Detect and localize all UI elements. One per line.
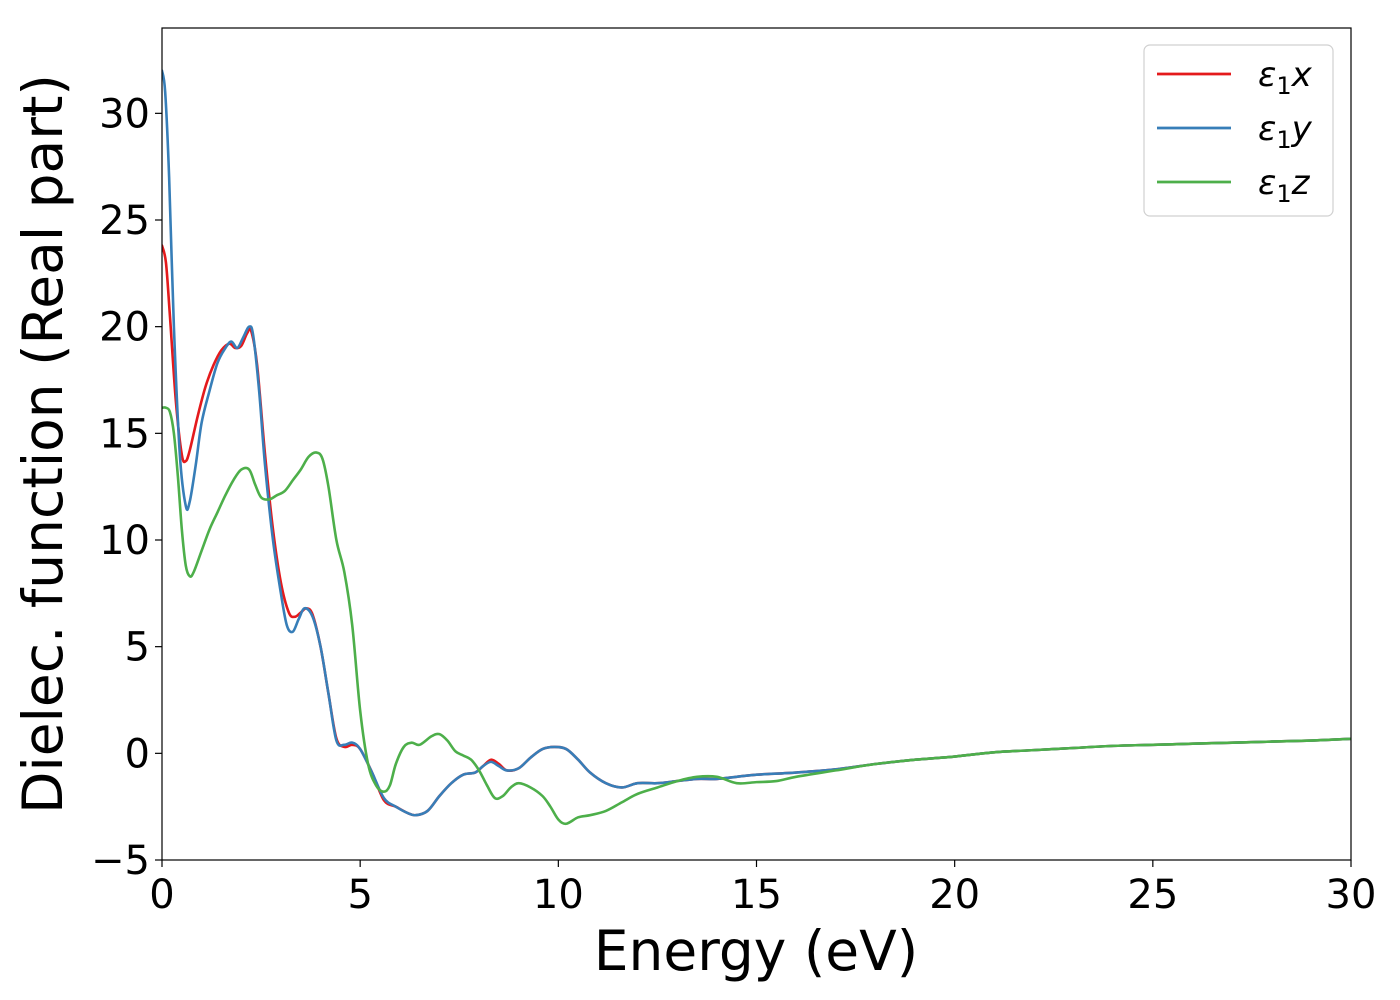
legend-label-base: ε (1258, 109, 1276, 149)
y-axis: −5 0 5 10 15 20 25 30 (91, 91, 162, 884)
legend-label-suffix: y (1291, 109, 1313, 149)
x-tick-label: 10 (533, 872, 584, 918)
legend-label-suffix: z (1291, 163, 1311, 203)
legend-label-suffix: x (1291, 55, 1313, 95)
x-tick-label: 0 (149, 872, 174, 918)
y-tick-label: 30 (99, 91, 150, 137)
y-tick-label: 25 (99, 198, 150, 244)
x-axis: 0 5 10 15 20 25 30 (149, 860, 1376, 918)
legend-label-subscript: 1 (1276, 180, 1291, 208)
y-axis-title: Dielec. function (Real part) (11, 74, 75, 814)
legend-label-subscript: 1 (1276, 72, 1291, 100)
x-tick-label: 30 (1326, 872, 1377, 918)
series-line-x (162, 244, 1351, 817)
y-tick-label: −5 (91, 838, 150, 884)
legend-label: ε1x (1258, 55, 1313, 100)
legend-label: ε1y (1258, 109, 1313, 154)
x-tick-label: 25 (1127, 872, 1178, 918)
legend-label-subscript: 1 (1276, 126, 1291, 154)
x-tick-label: 20 (929, 872, 980, 918)
legend-label-base: ε (1258, 55, 1276, 95)
x-tick-label: 5 (347, 872, 372, 918)
y-tick-label: 15 (99, 411, 150, 457)
legend-label-base: ε (1258, 163, 1276, 203)
series-line-z (162, 406, 1351, 826)
y-tick-label: 10 (99, 518, 150, 564)
legend-label: ε1z (1258, 163, 1311, 208)
y-tick-label: 20 (99, 305, 150, 351)
y-tick-label: 0 (125, 731, 150, 777)
x-tick-label: 15 (731, 872, 782, 918)
x-axis-title: Energy (eV) (594, 919, 918, 983)
series-layer (162, 69, 1351, 826)
legend-box (1143, 44, 1334, 217)
y-tick-label: 5 (125, 625, 150, 671)
